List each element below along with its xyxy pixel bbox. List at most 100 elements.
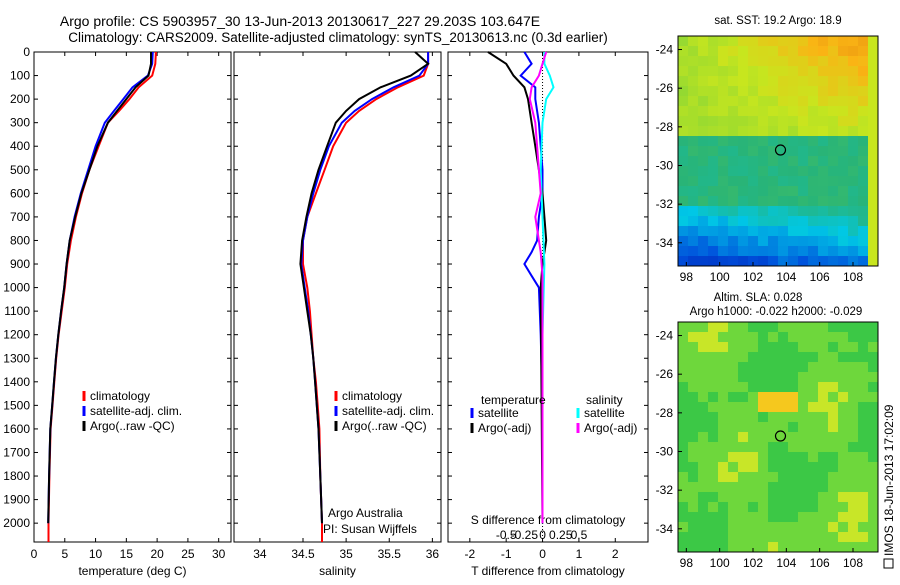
heatmap-cell bbox=[858, 332, 869, 343]
heatmap-cell bbox=[758, 462, 769, 473]
heatmap-cell bbox=[828, 522, 839, 533]
heatmap-cell bbox=[678, 56, 689, 67]
heatmap-cell bbox=[868, 246, 879, 257]
heatmap-cell bbox=[738, 432, 749, 443]
argo-location-marker bbox=[774, 430, 787, 442]
heatmap-cell bbox=[738, 86, 749, 97]
heatmap-cell bbox=[828, 382, 839, 393]
heatmap-cell bbox=[828, 322, 839, 333]
heatmap-cell bbox=[678, 136, 689, 147]
heatmap-cell bbox=[778, 136, 789, 147]
heatmap-cell bbox=[808, 452, 819, 463]
heatmap-cell bbox=[818, 246, 829, 257]
heatmap-cell bbox=[758, 146, 769, 157]
heatmap-cell bbox=[738, 502, 749, 513]
heatmap-cell bbox=[868, 206, 879, 217]
heatmap-cell bbox=[728, 412, 739, 423]
heatmap-cell bbox=[758, 482, 769, 493]
heatmap-cell bbox=[838, 512, 849, 523]
heatmap-cell bbox=[678, 36, 689, 47]
map-x-tick-label: 108 bbox=[843, 556, 863, 570]
sst-map-title: sat. SST: 19.2 Argo: 18.9 bbox=[714, 15, 841, 27]
heatmap-cell bbox=[818, 36, 829, 47]
heatmap-cell bbox=[738, 236, 749, 247]
heatmap-cell bbox=[738, 206, 749, 217]
heatmap-cell bbox=[688, 236, 699, 247]
heatmap-cell bbox=[828, 422, 839, 433]
heatmap-cell bbox=[738, 442, 749, 453]
heatmap-cell bbox=[858, 206, 869, 217]
heatmap-cell bbox=[768, 392, 779, 403]
map-x-tick-label: 104 bbox=[776, 556, 796, 570]
heatmap-cell bbox=[738, 126, 749, 137]
heatmap-cell bbox=[708, 246, 719, 257]
heatmap-cell bbox=[698, 352, 709, 363]
heatmap-cell bbox=[818, 482, 829, 493]
heatmap-cell bbox=[678, 106, 689, 117]
heatmap-cell bbox=[758, 352, 769, 363]
legend-label: satellite-adj. clim. bbox=[90, 404, 182, 418]
heatmap-cell bbox=[718, 206, 729, 217]
heatmap-cell bbox=[738, 256, 749, 267]
heatmap-cell bbox=[768, 372, 779, 383]
heatmap-cell bbox=[848, 392, 859, 403]
heatmap-cell bbox=[788, 322, 799, 333]
figure-title-line2: Climatology: CARS2009. Satellite-adjuste… bbox=[68, 30, 608, 45]
heatmap-cell bbox=[728, 56, 739, 67]
heatmap-cell bbox=[738, 392, 749, 403]
heatmap-cell bbox=[828, 532, 839, 543]
heatmap-cell bbox=[778, 46, 789, 57]
heatmap-cell bbox=[768, 246, 779, 257]
heatmap-cell bbox=[798, 442, 809, 453]
heatmap-cell bbox=[818, 512, 829, 523]
heatmap-cell bbox=[858, 46, 869, 57]
heatmap-cell bbox=[678, 96, 689, 107]
argo-location-marker bbox=[774, 144, 787, 156]
heatmap-cell bbox=[768, 542, 779, 553]
heatmap-cell bbox=[788, 442, 799, 453]
heatmap-cell bbox=[818, 226, 829, 237]
heatmap-cell bbox=[828, 362, 839, 373]
heatmap-cell bbox=[758, 86, 769, 97]
heatmap-cell bbox=[818, 156, 829, 167]
heatmap-cell bbox=[718, 442, 729, 453]
heatmap-cell bbox=[718, 352, 729, 363]
heatmap-cell bbox=[778, 392, 789, 403]
heatmap-cell bbox=[838, 136, 849, 147]
heatmap-cell bbox=[728, 362, 739, 373]
heatmap-cell bbox=[848, 322, 859, 333]
heatmap-cell bbox=[828, 392, 839, 403]
heatmap-cell bbox=[828, 246, 839, 257]
heatmap-cell bbox=[698, 56, 709, 67]
heatmap-cell bbox=[808, 246, 819, 257]
heatmap-cell bbox=[838, 166, 849, 177]
heatmap-cell bbox=[688, 226, 699, 237]
heatmap-cell bbox=[848, 522, 859, 533]
heatmap-cell bbox=[758, 36, 769, 47]
differences-xlabel: T difference from climatology bbox=[471, 564, 625, 578]
heatmap-cell bbox=[688, 206, 699, 217]
heatmap-cell bbox=[808, 322, 819, 333]
heatmap-cell bbox=[718, 542, 729, 553]
heatmap-cell bbox=[718, 166, 729, 177]
x-tick-label: 1 bbox=[576, 547, 583, 561]
heatmap-cell bbox=[828, 156, 839, 167]
heatmap-cell bbox=[848, 86, 859, 97]
heatmap-cell bbox=[788, 372, 799, 383]
heatmap-cell bbox=[708, 512, 719, 523]
heatmap-cell bbox=[688, 512, 699, 523]
heatmap-cell bbox=[798, 452, 809, 463]
heatmap-cell bbox=[728, 136, 739, 147]
heatmap-cell bbox=[768, 156, 779, 167]
heatmap-cell bbox=[708, 472, 719, 483]
y-tick-label: 1900 bbox=[3, 493, 30, 507]
heatmap-cell bbox=[718, 236, 729, 247]
map-y-tick-label: -34 bbox=[656, 236, 674, 250]
side-stamp: IMOS 18-Jun-2013 17:02:09 bbox=[880, 300, 898, 580]
heatmap-cell bbox=[718, 532, 729, 543]
heatmap-cell bbox=[808, 146, 819, 157]
heatmap-cell bbox=[768, 126, 779, 137]
heatmap-cell bbox=[798, 352, 809, 363]
heatmap-cell bbox=[868, 136, 879, 147]
heatmap-cell bbox=[748, 66, 759, 77]
